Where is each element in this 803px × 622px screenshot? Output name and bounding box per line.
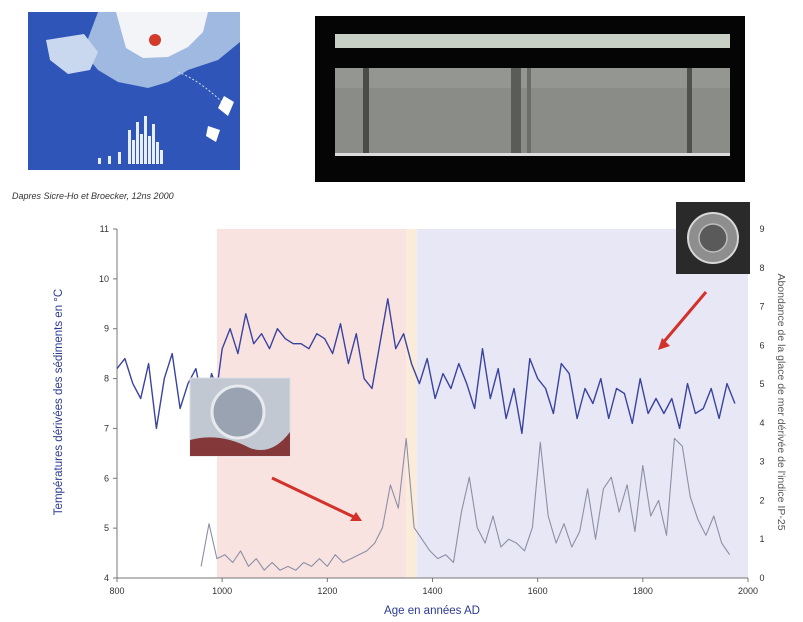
map-caption: Dapres Sicre-Ho et Broecker, 12ns 2000: [12, 191, 174, 201]
y-right-tick-label: 9: [759, 224, 764, 234]
arrow-to-sea-ice-peak: [271, 476, 357, 520]
y-axis-right-title: Abondance de la glace de mer dérivée de …: [775, 273, 787, 530]
x-tick-label: 1000: [212, 586, 232, 596]
y-left-tick-label: 4: [104, 573, 109, 583]
x-tick-label: 800: [109, 586, 124, 596]
x-tick-label: 1400: [422, 586, 442, 596]
core-dark-band: [511, 68, 521, 154]
shaded-periods: [216, 229, 748, 578]
axis-ticks: 800 1000 1200 1400 1600 1800 2000 4 5 6 7 8 9 10 11 0 1 2…: [99, 224, 765, 596]
photo-insets: [189, 202, 750, 457]
y-right-tick-label: 8: [759, 263, 764, 273]
y-axis-left-title: Températures dérivées des sédiments en °…: [53, 289, 65, 515]
core-dark-band: [363, 68, 369, 154]
arrow-head: [350, 512, 362, 521]
y-right-tick-label: 3: [759, 457, 764, 467]
y-left-tick-label: 5: [104, 523, 109, 533]
y-right-tick-label: 6: [759, 340, 764, 350]
arrow-head: [658, 338, 670, 350]
map-core-site-marker: [149, 34, 161, 46]
shaded-period: [406, 229, 417, 578]
map-island: [206, 126, 220, 142]
map-histogram-bars: [98, 116, 163, 164]
y-left-tick-label: 7: [104, 423, 109, 433]
y-right-tick-label: 7: [759, 302, 764, 312]
y-right-tick-label: 0: [759, 573, 764, 583]
x-tick-label: 1800: [633, 586, 653, 596]
core-dark-band: [527, 68, 531, 154]
core-dark-band: [687, 68, 692, 154]
y-right-tick-label: 5: [759, 379, 764, 389]
y-right-tick-label: 4: [759, 418, 764, 428]
map-island: [218, 96, 234, 116]
y-left-tick-label: 6: [104, 473, 109, 483]
sediment-core-photo: [315, 16, 745, 182]
map-ice-sheet: [116, 12, 208, 58]
x-tick-label: 1600: [528, 586, 548, 596]
y-left-tick-label: 9: [104, 324, 109, 334]
x-axis-title: Age en années AD: [384, 605, 480, 617]
particle-photo-inset: [189, 377, 291, 457]
annotation-arrows: [271, 291, 708, 521]
x-tick-label: 1200: [317, 586, 337, 596]
greenland-map-inset: [28, 12, 240, 170]
core-base-line: [335, 153, 730, 156]
y-left-tick-label: 11: [100, 224, 109, 234]
sea-ice-series-line: [200, 437, 731, 571]
map-coast-region: [46, 34, 98, 74]
y-left-tick-label: 8: [104, 374, 109, 384]
x-tick-label: 2000: [738, 586, 758, 596]
y-left-tick-label: 10: [99, 274, 109, 284]
shaded-period: [416, 229, 748, 578]
core-measuring-tape: [335, 34, 730, 48]
y-right-tick-label: 1: [759, 534, 764, 544]
diatom-photo-inset: [676, 202, 750, 274]
core-section-highlight: [335, 68, 730, 88]
y-right-tick-label: 2: [759, 495, 764, 505]
arrow-to-temperature-series: [660, 291, 708, 345]
